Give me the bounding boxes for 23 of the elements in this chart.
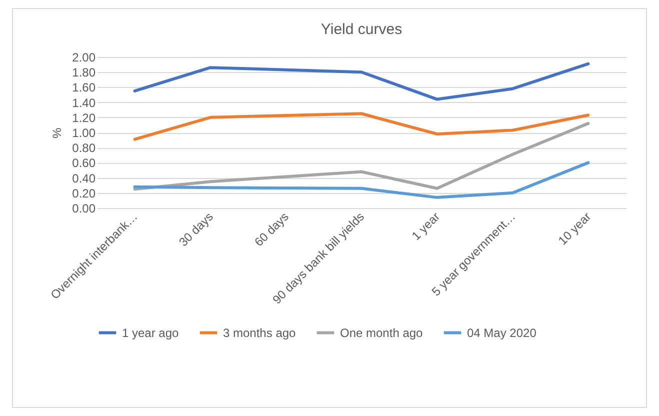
y-axis-title: % — [50, 127, 64, 138]
legend-label: 3 months ago — [223, 326, 296, 340]
x-tick-label: 60 days — [252, 210, 292, 250]
y-tick-label: 1.40 — [72, 96, 96, 110]
legend-label: One month ago — [340, 326, 424, 340]
line-series — [133, 161, 590, 199]
y-tick-label: 1.00 — [72, 126, 96, 140]
legend-label: 04 May 2020 — [467, 326, 537, 340]
line-series — [133, 122, 590, 191]
legend-label: 1 year ago — [122, 326, 180, 340]
y-tick-label: 1.60 — [72, 80, 96, 95]
chart-title: Yield curves — [320, 21, 402, 38]
y-tick-label: 0.40 — [72, 171, 96, 186]
y-tick-label: 0.20 — [72, 186, 96, 200]
line-series — [133, 112, 590, 141]
y-tick-label: 0.00 — [72, 202, 96, 216]
y-tick-label: 2.00 — [72, 50, 96, 64]
y-tick-label: 1.20 — [72, 110, 96, 125]
line-series — [133, 62, 590, 101]
x-tick-label: 30 days — [176, 210, 216, 250]
y-tick-label: 0.60 — [72, 156, 96, 170]
y-tick-label: 0.80 — [72, 141, 96, 156]
y-tick-label: 1.80 — [72, 66, 96, 80]
